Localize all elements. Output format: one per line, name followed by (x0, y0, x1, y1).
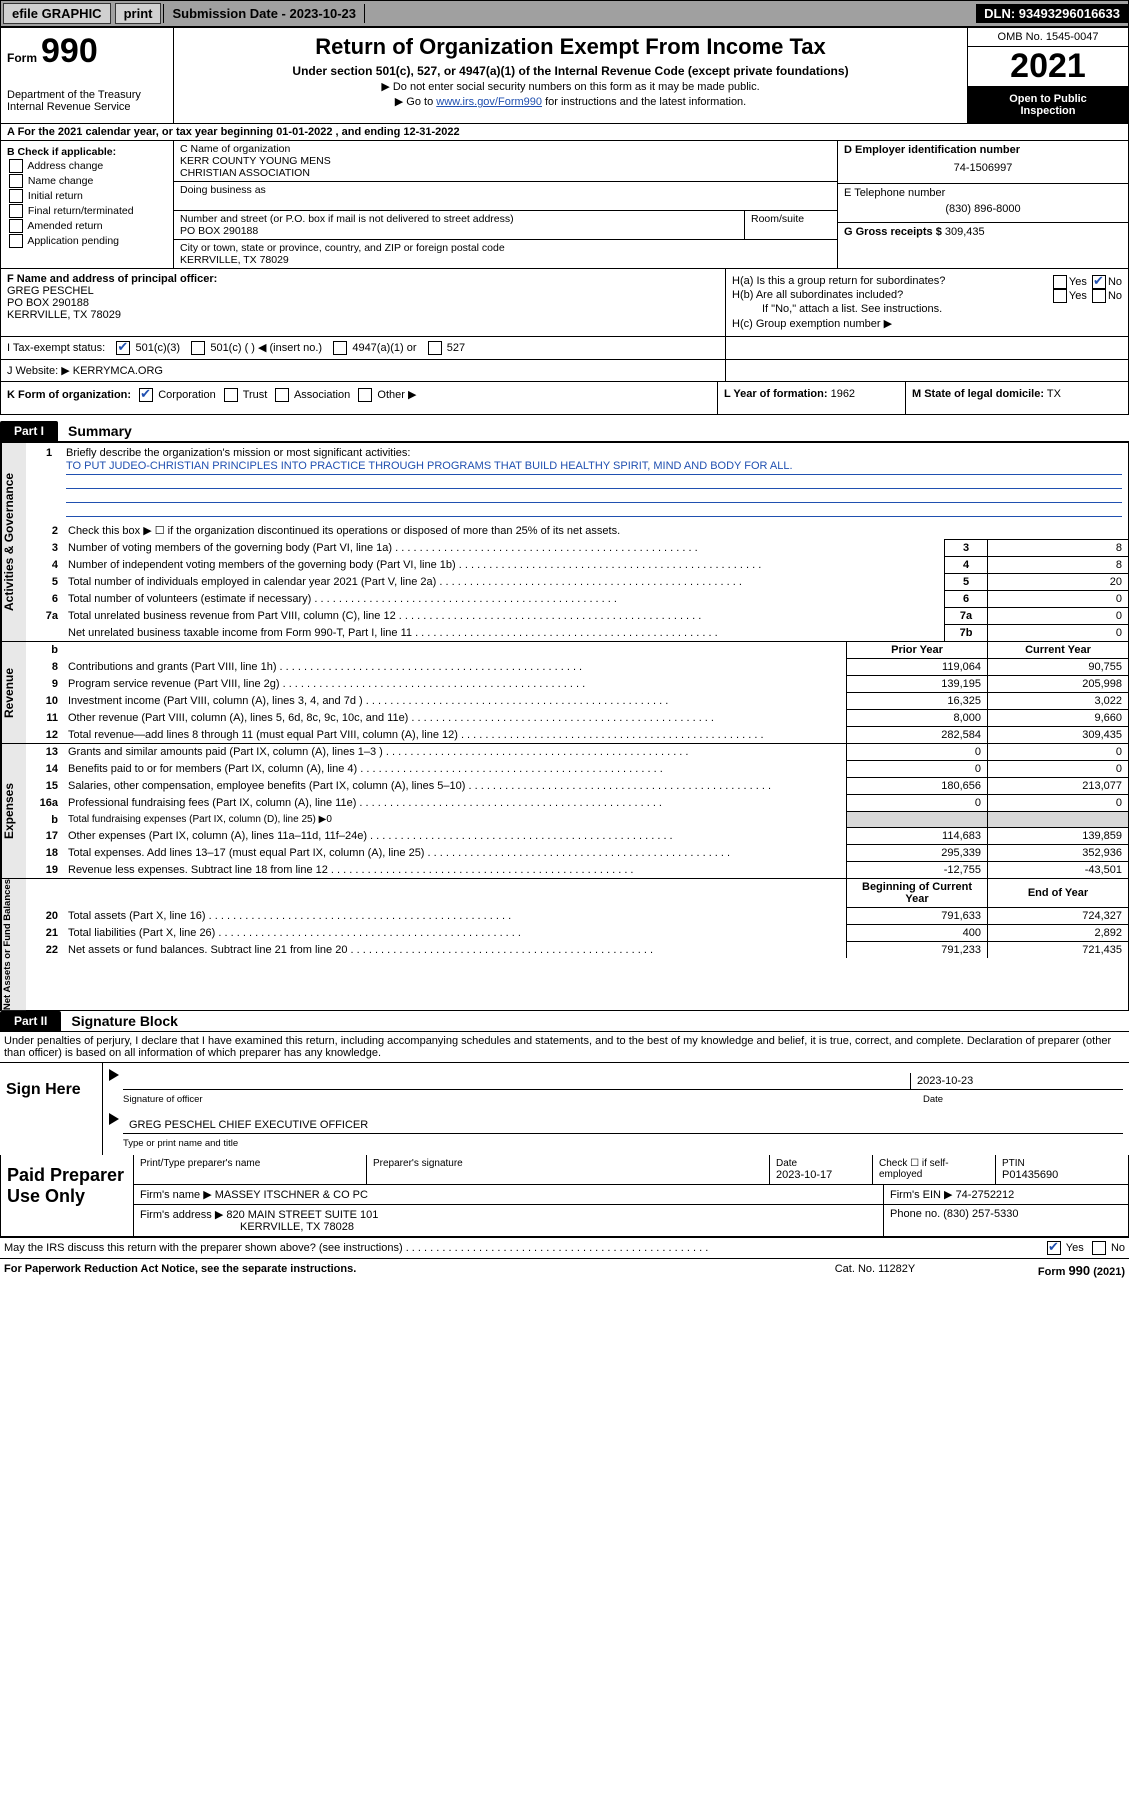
col-b-checkboxes: B Check if applicable: Address change Na… (1, 141, 174, 268)
print-btn[interactable]: print (115, 3, 162, 24)
entity-grid: B Check if applicable: Address change Na… (0, 141, 1129, 269)
row-fh: F Name and address of principal officer:… (0, 269, 1129, 337)
row-i: I Tax-exempt status: 501(c)(3) 501(c) ( … (0, 337, 1129, 360)
firm-ein: 74-2752212 (956, 1189, 1015, 1201)
chk-discuss-no[interactable] (1092, 1241, 1106, 1255)
chk-amended[interactable] (9, 219, 23, 233)
footer-discuss: May the IRS discuss this return with the… (0, 1237, 1129, 1258)
year-formation: 1962 (831, 388, 855, 400)
subtitle-2b: ▶ Go to www.irs.gov/Form990 for instruct… (180, 95, 961, 108)
rev-table: b Prior Year Current Year 8Contributions… (26, 642, 1128, 743)
gross-receipts: 309,435 (945, 226, 985, 238)
officer-print: GREG PESCHEL CHIEF EXECUTIVE OFFICER (123, 1117, 1123, 1133)
cat-no: Cat. No. 11282Y (785, 1263, 965, 1278)
irs-link[interactable]: www.irs.gov/Form990 (436, 96, 542, 108)
paperwork-row: For Paperwork Reduction Act Notice, see … (0, 1258, 1129, 1286)
sign-here: Sign Here 2023-10-23 Signature of office… (0, 1062, 1129, 1155)
dln: DLN: 93493296016633 (976, 4, 1128, 23)
row-klm: K Form of organization: Corporation Trus… (0, 382, 1129, 415)
chk-initial-return[interactable] (9, 189, 23, 203)
officer-name: GREG PESCHEL (7, 285, 719, 297)
officer-addr2: KERRVILLE, TX 78029 (7, 309, 719, 321)
website: KERRYMCA.ORG (73, 365, 163, 377)
chk-4947[interactable] (333, 341, 347, 355)
prep-date: 2023-10-17 (776, 1169, 866, 1181)
mission-text: TO PUT JUDEO-CHRISTIAN PRINCIPLES INTO P… (66, 460, 1122, 475)
row-j: J Website: ▶ KERRYMCA.ORG (0, 360, 1129, 382)
form-ref: Form 990 (2021) (965, 1263, 1125, 1278)
arrow-icon (109, 1069, 119, 1081)
main-title: Return of Organization Exempt From Incom… (180, 34, 961, 60)
chk-discuss-yes[interactable] (1047, 1241, 1061, 1255)
subtitle-2a: ▶ Do not enter social security numbers o… (180, 80, 961, 93)
arrow-icon (109, 1113, 119, 1125)
side-netassets: Net Assets or Fund Balances (1, 879, 26, 1010)
firm-phone: (830) 257-5330 (943, 1208, 1018, 1220)
domicile: TX (1047, 388, 1061, 400)
chk-501c[interactable] (191, 341, 205, 355)
open-public: Open to Public Inspection (968, 87, 1128, 123)
chk-final-return[interactable] (9, 204, 23, 218)
chk-hb-no[interactable] (1092, 289, 1106, 303)
form-header: Form 990 Department of the Treasury Inte… (0, 27, 1129, 124)
subtitle-1: Under section 501(c), 527, or 4947(a)(1)… (180, 64, 961, 78)
firm-addr2: KERRVILLE, TX 78028 (140, 1221, 877, 1233)
exp-table: 13Grants and similar amounts paid (Part … (26, 744, 1128, 878)
gov-table: 2 Check this box ▶ ☐ if the organization… (26, 522, 1128, 641)
firm-name: MASSEY ITSCHNER & CO PC (215, 1189, 368, 1201)
chk-corp[interactable] (139, 388, 153, 402)
phone: (830) 896-8000 (844, 199, 1122, 219)
ptin: P01435690 (1002, 1169, 1122, 1181)
part2-header: Part II Signature Block (0, 1011, 1129, 1031)
topbar: efile GRAPHIC print Submission Date - 20… (0, 0, 1129, 27)
submission-date: Submission Date - 2023-10-23 (163, 4, 365, 23)
chk-trust[interactable] (224, 388, 238, 402)
org-city: KERRVILLE, TX 78029 (180, 254, 289, 266)
net-table: Beginning of Current Year End of Year 20… (26, 879, 1128, 958)
declaration: Under penalties of perjury, I declare th… (0, 1031, 1129, 1062)
firm-addr1: 820 MAIN STREET SUITE 101 (226, 1209, 378, 1221)
col-de: D Employer identification number 74-1506… (838, 141, 1128, 268)
dept2: Internal Revenue Service (7, 101, 167, 113)
col-c-name: C Name of organization KERR COUNTY YOUNG… (174, 141, 838, 268)
tax-year: 2021 (968, 47, 1128, 87)
chk-hb-yes[interactable] (1053, 289, 1067, 303)
chk-name-change[interactable] (9, 174, 23, 188)
dept1: Department of the Treasury (7, 89, 167, 101)
chk-ha-yes[interactable] (1053, 275, 1067, 289)
form-label: Form (7, 51, 37, 65)
org-name-1: KERR COUNTY YOUNG MENS (180, 155, 331, 167)
side-revenue: Revenue (1, 642, 26, 743)
ein: 74-1506997 (844, 156, 1122, 180)
side-expenses: Expenses (1, 744, 26, 878)
chk-other[interactable] (358, 388, 372, 402)
preparer-grid: Paid Preparer Use Only Print/Type prepar… (0, 1155, 1129, 1237)
org-name-2: CHRISTIAN ASSOCIATION (180, 167, 310, 179)
omb-number: OMB No. 1545-0047 (968, 28, 1128, 47)
summary-box: Activities & Governance 1 Briefly descri… (0, 441, 1129, 1011)
efile-btn[interactable]: efile GRAPHIC (3, 3, 111, 24)
form-number: 990 (41, 32, 98, 71)
part1-header: Part I Summary (0, 421, 1129, 441)
chk-app-pending[interactable] (9, 234, 23, 248)
chk-address-change[interactable] (9, 159, 23, 173)
chk-ha-no[interactable] (1092, 275, 1106, 289)
chk-501c3[interactable] (116, 341, 130, 355)
chk-assoc[interactable] (275, 388, 289, 402)
officer-addr1: PO BOX 290188 (7, 297, 719, 309)
row-a-taxyear: A For the 2021 calendar year, or tax yea… (0, 124, 1129, 141)
side-governance: Activities & Governance (1, 443, 26, 641)
chk-527[interactable] (428, 341, 442, 355)
org-street: PO BOX 290188 (180, 225, 258, 237)
sign-date: 2023-10-23 (911, 1073, 1123, 1089)
